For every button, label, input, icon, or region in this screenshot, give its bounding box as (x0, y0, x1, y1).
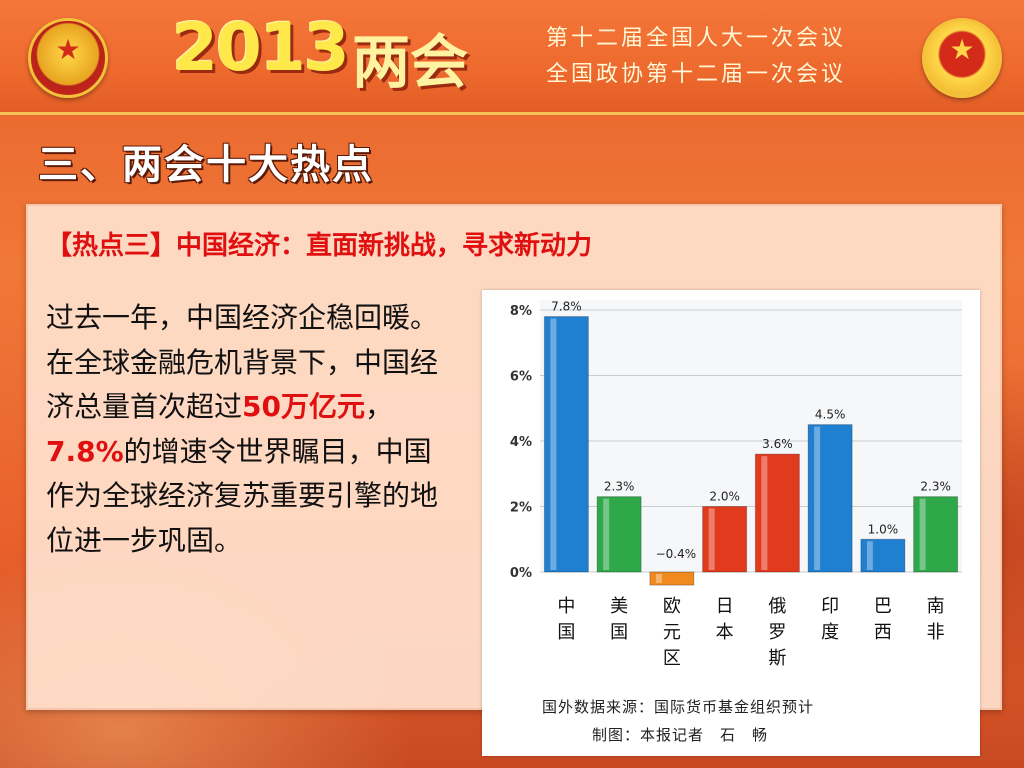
x-category-label: 度 (821, 622, 839, 643)
x-category-label: 罗 (768, 622, 786, 643)
bar-highlight (655, 574, 662, 584)
data-label: 4.5% (815, 408, 846, 422)
bar-7 (860, 538, 906, 573)
x-category-label: 国 (610, 622, 628, 643)
x-category-label: 印 (821, 596, 839, 617)
x-category-label: 俄 (768, 596, 786, 617)
star-icon: ★ (949, 33, 975, 66)
growth-chart: 0% 2% 4% 6% 8% 7.8% 中国 2.3% 美国 −0.4% 欧元区 2.0% 日本 3.6%… (482, 290, 980, 756)
national-emblem-icon: ★ (28, 18, 108, 98)
header-subtitle-cppcc: 全国政协第十二届一次会议 (546, 62, 847, 87)
hot-topic-title: 【热点三】中国经济：直面新挑战，寻求新动力 (46, 231, 593, 261)
bar-highlight (761, 456, 768, 570)
data-label: 1.0% (868, 522, 899, 536)
bar-4 (702, 506, 748, 573)
data-label: 2.3% (920, 480, 951, 494)
x-category-label: 国 (557, 622, 575, 643)
x-category-label: 欧 (663, 596, 681, 617)
x-category-label: 非 (927, 622, 945, 643)
data-label: 7.8% (551, 300, 582, 314)
bar-5 (754, 453, 800, 573)
body-text-part2: ， (364, 390, 393, 423)
x-category-label: 西 (874, 622, 892, 643)
header-subtitle-npc: 第十二届全国人大一次会议 (546, 26, 847, 51)
header-banner: ★ 2013 两会 第十二届全国人大一次会议 全国政协第十二届一次会议 ★ (0, 0, 1024, 115)
data-label: 3.6% (762, 437, 793, 451)
y-tick-label: 4% (510, 435, 532, 450)
bar-highlight (550, 318, 557, 570)
bar-1 (543, 316, 589, 573)
y-tick-label: 8% (510, 304, 532, 319)
bar-highlight (866, 541, 873, 570)
x-category-label: 南 (927, 596, 945, 617)
x-category-label: 巴 (874, 596, 892, 617)
body-text-part1: 过去一年，中国经济企稳回暖。在全球金融危机背景下，中国经济总量首次超过 (46, 301, 439, 423)
data-label: −0.4% (656, 547, 697, 561)
star-icon: ★ (55, 33, 81, 66)
data-label: 2.3% (604, 480, 635, 494)
x-category-label: 区 (663, 648, 681, 669)
body-highlight-gdp: 50万亿元 (242, 390, 365, 423)
bar-highlight (814, 426, 821, 570)
x-category-label: 本 (716, 622, 734, 643)
x-category-label: 中 (557, 596, 575, 617)
bar-chart-svg: 0%2%4%6%8% 7.8%中国2.3%美国−0.4%欧元区2.0%日本3.6%… (510, 300, 962, 669)
bar-highlight (708, 508, 715, 570)
x-category-label: 斯 (768, 648, 786, 669)
bar-3 (649, 571, 695, 586)
bar-2 (596, 496, 642, 573)
chart-credit: 制图：本报记者 石 畅 (592, 726, 769, 744)
y-tick-label: 2% (510, 501, 532, 516)
logo-year: 2013 (172, 9, 350, 86)
body-paragraph: 过去一年，中国经济企稳回暖。在全球金融危机背景下，中国经济总量首次超过50万亿元… (46, 296, 446, 563)
bar-highlight (919, 498, 926, 570)
x-category-label: 日 (716, 596, 734, 617)
section-title: 三、两会十大热点 (38, 142, 374, 188)
x-category-label: 美 (610, 596, 628, 617)
x-category-label: 元 (663, 622, 681, 643)
logo-title: 两会 (352, 28, 469, 96)
y-tick-label: 6% (510, 370, 532, 385)
bar-6 (807, 424, 853, 573)
data-label: 2.0% (709, 490, 740, 504)
body-highlight-growth: 7.8% (46, 434, 124, 468)
cppcc-emblem-icon: ★ (922, 18, 1002, 98)
y-tick-label: 0% (510, 566, 532, 581)
bar-highlight (603, 498, 610, 570)
bar-8 (913, 496, 959, 573)
body-text-part3: 的增速令世界瞩目，中国作为全球经济复苏重要引擎的地位进一步巩固。 (46, 434, 439, 557)
chart-source: 国外数据来源：国际货币基金组织预计 (542, 698, 815, 716)
